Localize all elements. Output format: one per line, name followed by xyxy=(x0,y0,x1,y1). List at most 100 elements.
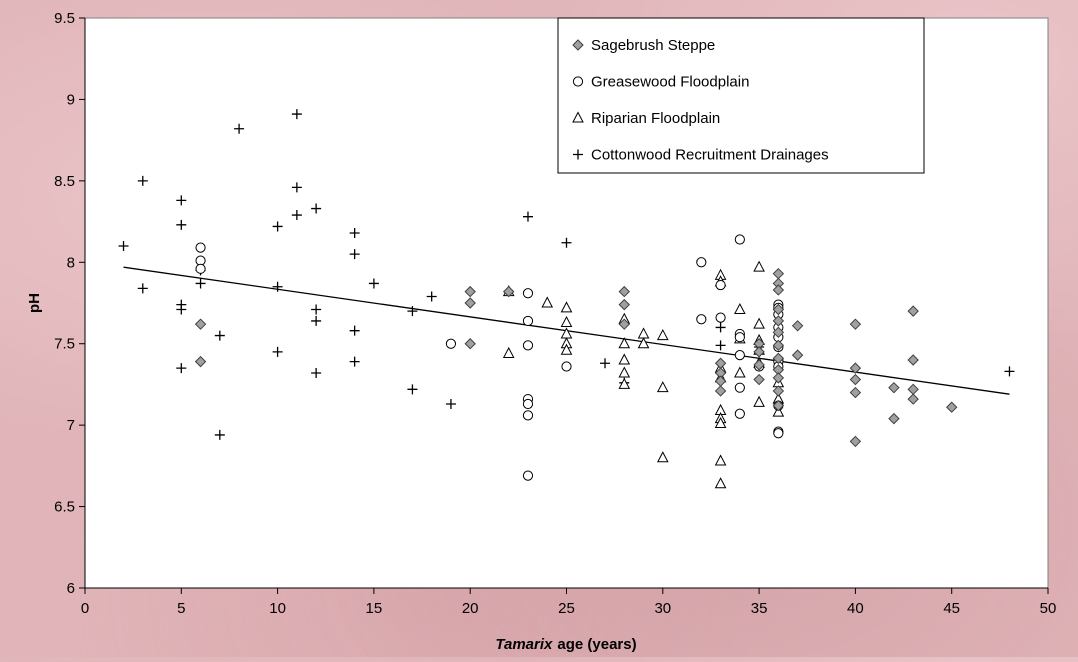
data-point xyxy=(561,237,572,248)
data-point xyxy=(349,325,360,336)
axes: 0 5 10 15 20 25 30 35 40 45 50 6 6.5 7 7.5 8 8.5 9 9.5 xyxy=(54,10,1056,617)
x-tick-label: 10 xyxy=(269,600,286,617)
data-point xyxy=(715,340,726,351)
data-point xyxy=(407,306,418,317)
x-tick-label: 35 xyxy=(751,600,768,617)
data-point xyxy=(195,278,206,289)
data-point xyxy=(560,343,573,355)
legend-marker xyxy=(573,149,583,160)
data-point xyxy=(772,339,785,352)
legend-label: Greasewood Floodplain xyxy=(591,74,749,91)
data-point xyxy=(1004,366,1015,377)
data-point xyxy=(696,314,707,325)
x-tick-label: 30 xyxy=(654,600,671,617)
data-point xyxy=(291,210,302,221)
data-point xyxy=(561,361,572,372)
data-point xyxy=(426,291,437,302)
data-point xyxy=(714,477,727,489)
legend-label: Sagebrush Steppe xyxy=(591,37,715,54)
y-tick-label: 8.5 xyxy=(54,173,75,190)
data-point xyxy=(311,304,322,315)
data-point xyxy=(714,385,727,397)
data-point xyxy=(407,384,418,395)
data-point xyxy=(618,285,630,298)
x-tick-label: 15 xyxy=(366,600,383,617)
x-axis-label-rest: age (years) xyxy=(557,636,636,653)
data-point xyxy=(772,405,785,417)
data-point xyxy=(214,429,225,440)
data-point xyxy=(522,410,534,421)
x-tick-label: 5 xyxy=(177,600,185,617)
data-point xyxy=(714,416,727,429)
data-point xyxy=(715,322,726,333)
y-tick-label: 8 xyxy=(67,254,75,271)
data-point xyxy=(734,302,746,315)
data-point xyxy=(311,203,322,214)
data-point xyxy=(464,338,476,350)
data-point xyxy=(194,355,207,368)
data-point xyxy=(734,350,745,361)
x-axis-label-italic: Tamarix xyxy=(495,636,553,653)
data-point xyxy=(772,284,785,296)
legend: Sagebrush Steppe Greasewood Floodplain Rip… xyxy=(557,17,925,174)
data-point xyxy=(849,435,862,448)
data-point xyxy=(137,175,148,186)
data-point xyxy=(502,346,515,358)
data-point xyxy=(753,395,765,407)
legend-marker xyxy=(572,76,584,87)
data-point xyxy=(618,377,631,389)
data-point xyxy=(464,285,476,298)
data-point xyxy=(272,281,283,292)
legend-label: Cottonwood Recruitment Drainages xyxy=(591,147,829,164)
data-point xyxy=(772,326,785,339)
x-tick-label: 40 xyxy=(847,600,864,617)
data-point xyxy=(772,303,785,316)
data-point xyxy=(907,393,919,405)
data-point xyxy=(195,263,206,274)
data-point xyxy=(618,353,631,365)
data-point xyxy=(715,279,726,291)
data-point xyxy=(772,352,785,365)
x-tick-label: 20 xyxy=(462,600,479,617)
y-tick-label: 7.5 xyxy=(54,336,75,353)
data-point xyxy=(176,195,187,206)
data-point xyxy=(272,346,283,357)
data-point xyxy=(560,301,573,313)
data-point xyxy=(772,315,785,327)
y-tick-label: 6.5 xyxy=(54,499,75,516)
data-point xyxy=(696,257,707,268)
data-point xyxy=(137,283,148,294)
data-point xyxy=(656,381,669,393)
data-point xyxy=(907,305,919,317)
data-point xyxy=(349,227,360,238)
data-point xyxy=(176,219,187,230)
data-point xyxy=(637,337,650,349)
data-point xyxy=(445,338,457,349)
data-point xyxy=(849,362,862,374)
legend-box xyxy=(557,17,925,174)
data-point xyxy=(714,454,727,466)
data-point xyxy=(753,373,765,386)
data-point xyxy=(234,123,245,134)
data-point xyxy=(791,320,804,332)
data-point xyxy=(349,356,360,367)
y-tick-label: 7 xyxy=(67,417,75,434)
series-plus xyxy=(118,109,1015,440)
data-point xyxy=(541,296,554,308)
data-point xyxy=(773,428,784,439)
x-tick-label: 50 xyxy=(1040,600,1057,617)
data-point xyxy=(522,470,534,481)
data-point xyxy=(522,315,534,327)
data-point xyxy=(214,330,225,341)
data-point xyxy=(753,260,765,272)
data-point xyxy=(715,312,726,323)
data-point xyxy=(945,401,958,413)
y-axis-label: pH xyxy=(26,293,43,313)
y-tick-label: 9 xyxy=(67,91,75,108)
x-tick-label: 0 xyxy=(81,600,89,617)
legend-marker xyxy=(572,111,584,123)
data-point xyxy=(618,337,631,349)
data-points xyxy=(118,109,1015,489)
data-point xyxy=(888,381,900,394)
x-tick-label: 25 xyxy=(558,600,575,617)
